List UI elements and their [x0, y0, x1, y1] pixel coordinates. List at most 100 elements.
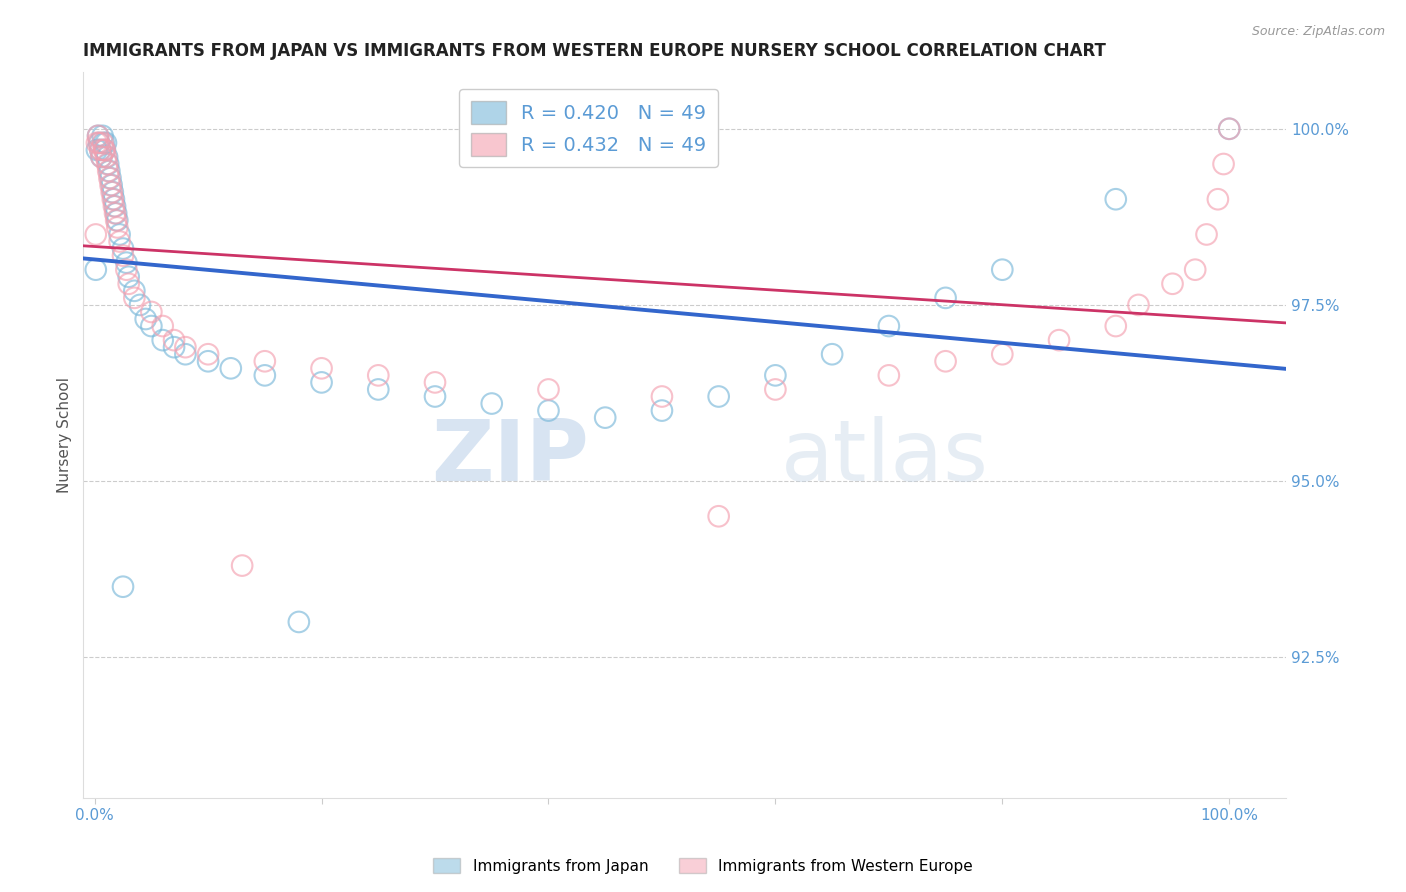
- Point: [129, 298, 152, 312]
- Point: [96, 157, 118, 171]
- Point: [367, 383, 389, 397]
- Point: [877, 319, 900, 334]
- Point: [111, 242, 134, 256]
- Point: [253, 368, 276, 383]
- Point: [593, 410, 616, 425]
- Point: [991, 347, 1014, 361]
- Point: [1047, 333, 1070, 347]
- Point: [91, 128, 114, 143]
- Point: [86, 143, 108, 157]
- Point: [651, 390, 673, 404]
- Point: [105, 213, 128, 227]
- Point: [311, 376, 333, 390]
- Point: [105, 220, 128, 235]
- Point: [821, 347, 844, 361]
- Legend: R = 0.420   N = 49, R = 0.432   N = 49: R = 0.420 N = 49, R = 0.432 N = 49: [458, 89, 718, 168]
- Point: [94, 143, 117, 157]
- Text: ZIP: ZIP: [430, 416, 589, 499]
- Point: [152, 319, 174, 334]
- Point: [877, 368, 900, 383]
- Point: [97, 157, 120, 171]
- Point: [219, 361, 242, 376]
- Text: IMMIGRANTS FROM JAPAN VS IMMIGRANTS FROM WESTERN EUROPE NURSERY SCHOOL CORRELATI: IMMIGRANTS FROM JAPAN VS IMMIGRANTS FROM…: [83, 42, 1107, 60]
- Point: [935, 291, 957, 305]
- Point: [124, 284, 146, 298]
- Point: [89, 136, 111, 150]
- Y-axis label: Nursery School: Nursery School: [58, 377, 72, 493]
- Point: [537, 383, 560, 397]
- Point: [537, 403, 560, 417]
- Point: [141, 319, 163, 334]
- Point: [124, 291, 146, 305]
- Point: [651, 403, 673, 417]
- Point: [111, 580, 134, 594]
- Point: [94, 143, 117, 157]
- Point: [288, 615, 311, 629]
- Point: [105, 213, 128, 227]
- Point: [423, 376, 446, 390]
- Point: [93, 143, 115, 157]
- Point: [1105, 192, 1128, 206]
- Point: [96, 150, 118, 164]
- Text: atlas: atlas: [780, 416, 988, 499]
- Point: [100, 178, 122, 193]
- Point: [91, 136, 114, 150]
- Point: [707, 509, 730, 524]
- Point: [100, 178, 122, 193]
- Point: [103, 192, 125, 206]
- Point: [118, 277, 141, 291]
- Point: [311, 361, 333, 376]
- Point: [84, 227, 107, 242]
- Point: [367, 368, 389, 383]
- Point: [104, 199, 127, 213]
- Point: [1161, 277, 1184, 291]
- Point: [991, 262, 1014, 277]
- Point: [174, 340, 197, 354]
- Point: [105, 206, 128, 220]
- Point: [108, 227, 131, 242]
- Point: [707, 390, 730, 404]
- Point: [97, 164, 120, 178]
- Point: [100, 171, 122, 186]
- Point: [89, 136, 111, 150]
- Point: [1218, 121, 1240, 136]
- Point: [481, 396, 503, 410]
- Point: [1195, 227, 1218, 242]
- Point: [89, 143, 111, 157]
- Point: [98, 171, 121, 186]
- Point: [174, 347, 197, 361]
- Point: [84, 262, 107, 277]
- Point: [94, 136, 117, 150]
- Point: [94, 150, 117, 164]
- Point: [101, 185, 124, 199]
- Point: [1218, 121, 1240, 136]
- Point: [108, 235, 131, 249]
- Text: Source: ZipAtlas.com: Source: ZipAtlas.com: [1251, 25, 1385, 38]
- Point: [111, 249, 134, 263]
- Point: [1212, 157, 1234, 171]
- Point: [101, 192, 124, 206]
- Point: [1184, 262, 1206, 277]
- Point: [1128, 298, 1150, 312]
- Point: [1105, 319, 1128, 334]
- Point: [197, 354, 219, 368]
- Point: [87, 128, 110, 143]
- Point: [197, 347, 219, 361]
- Point: [152, 333, 174, 347]
- Point: [100, 185, 122, 199]
- Point: [90, 150, 112, 164]
- Point: [89, 143, 111, 157]
- Point: [163, 333, 186, 347]
- Point: [90, 150, 112, 164]
- Point: [93, 136, 115, 150]
- Point: [98, 164, 121, 178]
- Point: [118, 269, 141, 284]
- Point: [141, 305, 163, 319]
- Point: [115, 262, 138, 277]
- Point: [163, 340, 186, 354]
- Point: [104, 206, 127, 220]
- Point: [423, 390, 446, 404]
- Point: [231, 558, 253, 573]
- Point: [135, 312, 157, 326]
- Legend: Immigrants from Japan, Immigrants from Western Europe: Immigrants from Japan, Immigrants from W…: [426, 852, 980, 880]
